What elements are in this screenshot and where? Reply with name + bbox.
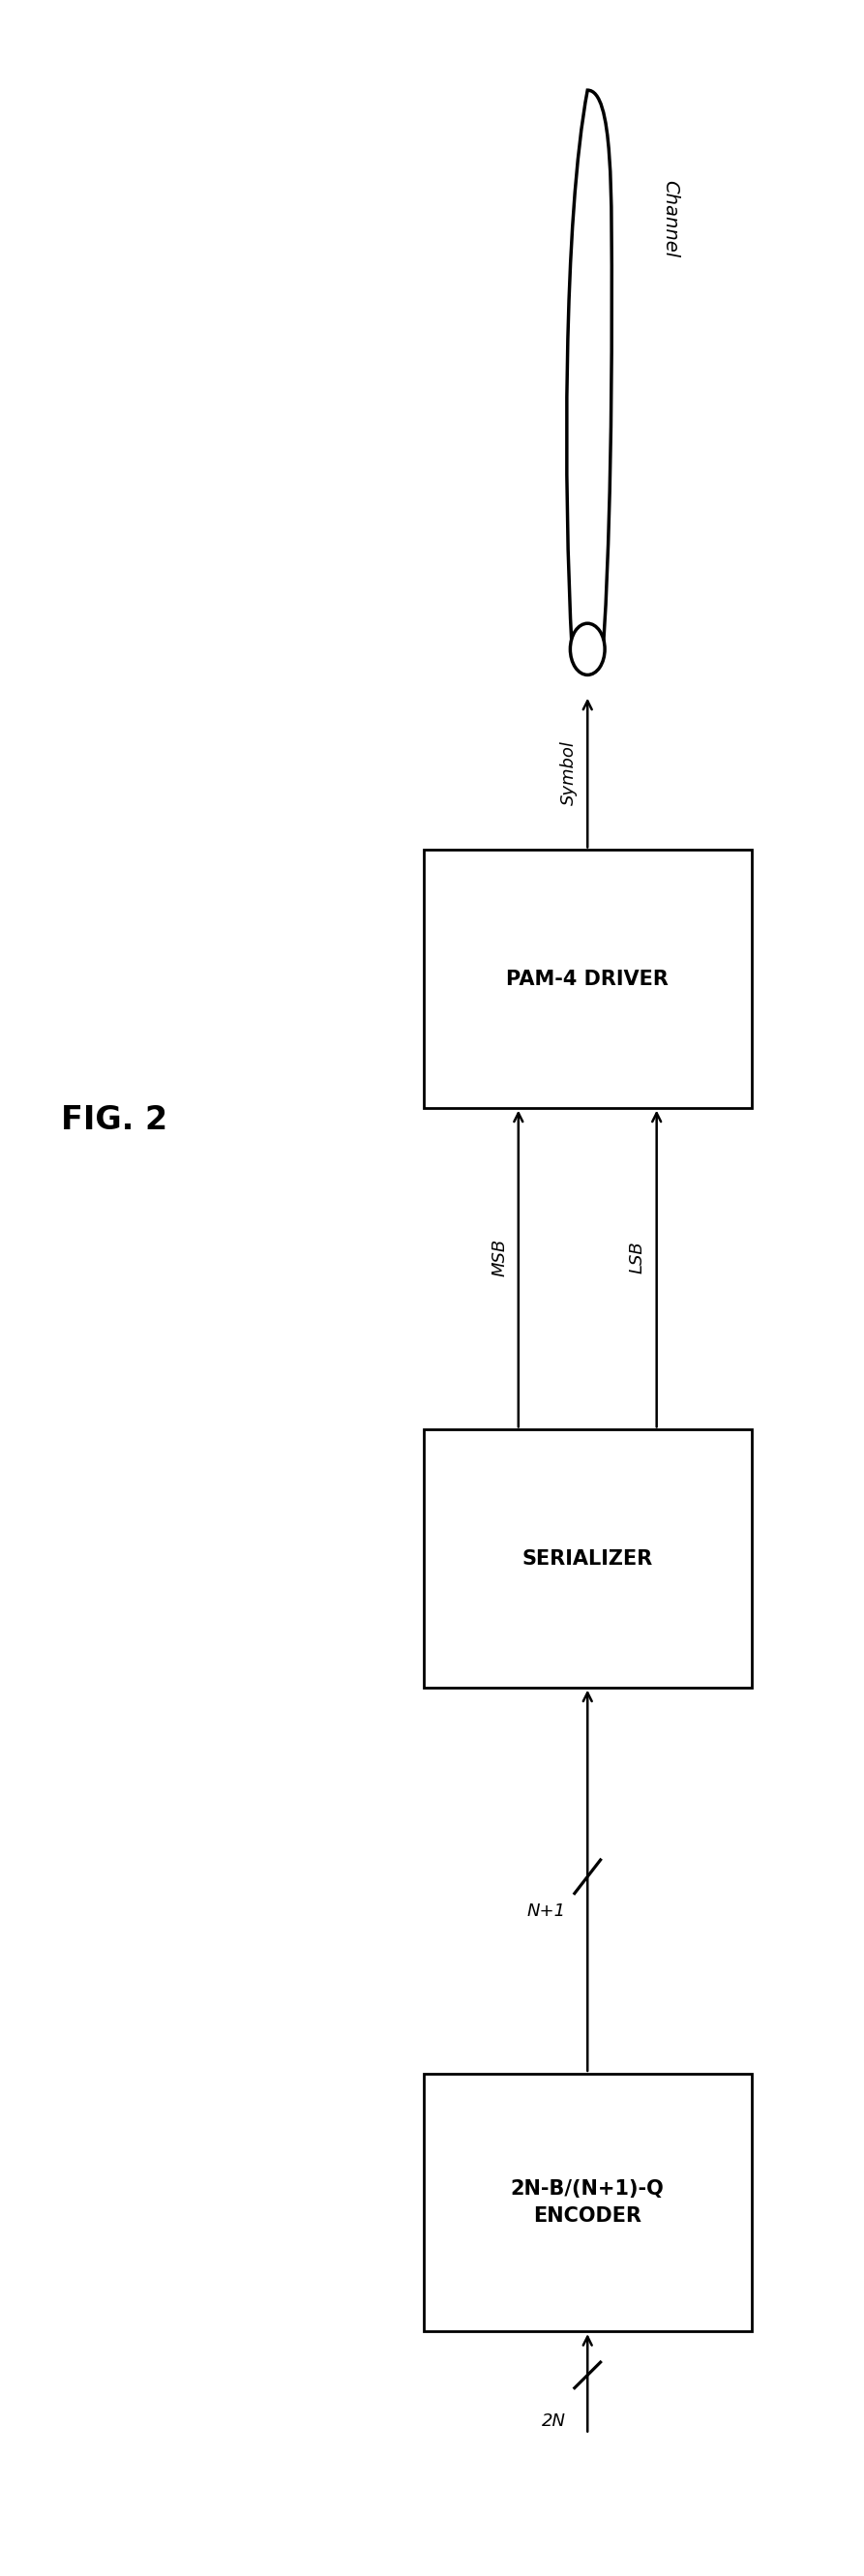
Text: LSB: LSB <box>629 1242 646 1273</box>
Text: MSB: MSB <box>491 1239 508 1275</box>
Bar <box>423 2074 752 2331</box>
Bar <box>423 1430 752 1687</box>
Text: Symbol: Symbol <box>560 739 577 806</box>
Text: Channel: Channel <box>661 180 679 258</box>
Text: N+1: N+1 <box>527 1904 566 1919</box>
Text: 2N-B/(N+1)-Q
ENCODER: 2N-B/(N+1)-Q ENCODER <box>511 2179 664 2226</box>
Text: PAM-4 DRIVER: PAM-4 DRIVER <box>506 969 669 989</box>
Ellipse shape <box>570 623 605 675</box>
Text: 2N: 2N <box>542 2414 566 2429</box>
Text: FIG. 2: FIG. 2 <box>60 1105 167 1136</box>
Bar <box>423 850 752 1108</box>
Text: SERIALIZER: SERIALIZER <box>522 1548 653 1569</box>
